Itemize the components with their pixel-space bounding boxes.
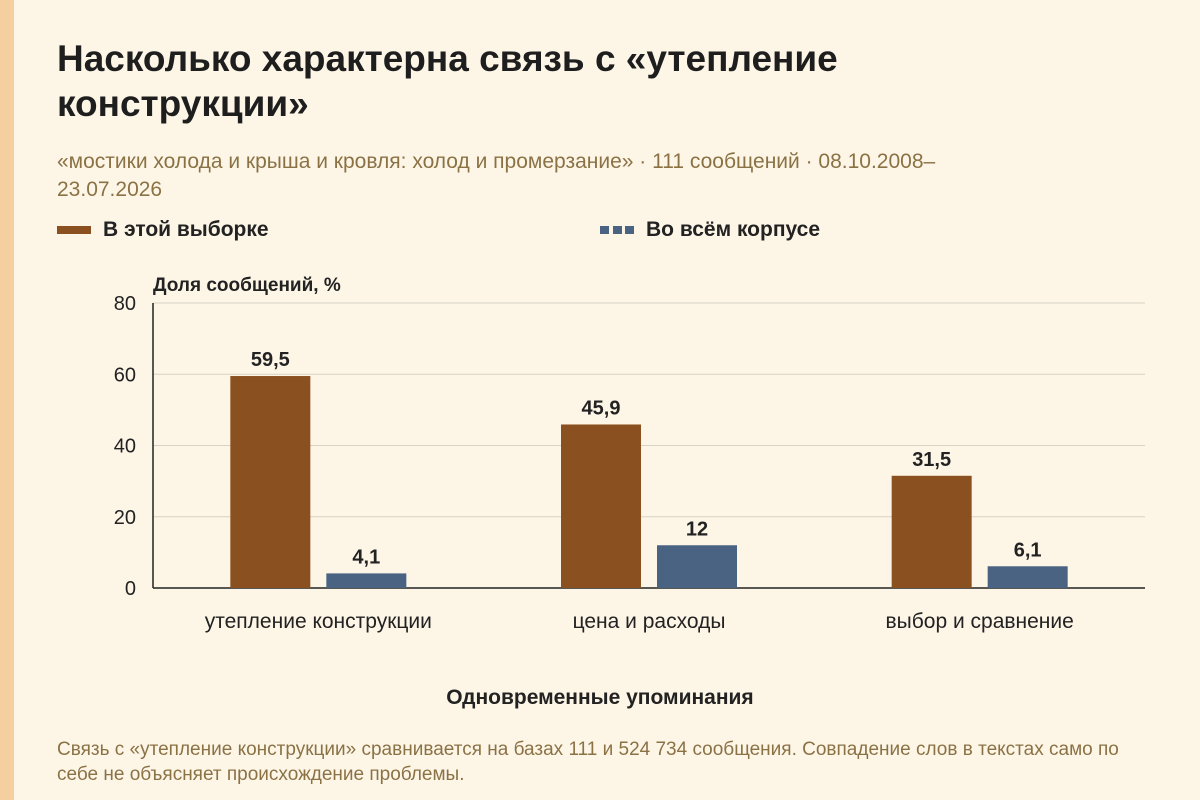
x-tick-label: утепление конструкции: [205, 610, 432, 633]
y-tick-label: 20: [114, 507, 136, 529]
bar: [657, 545, 737, 588]
data-label: 12: [686, 518, 708, 540]
legend-label-sample: В этой выборке: [103, 218, 269, 241]
data-label: 45,9: [582, 397, 621, 419]
y-tick-label: 40: [114, 436, 136, 458]
legend-label-corpus: Во всём корпусе: [646, 218, 821, 241]
y-axis-title: Доля сообщений, %: [153, 275, 341, 296]
x-axis-title: Одновременные упоминания: [446, 686, 754, 709]
chart-title: Насколько характерна связь с «утепление …: [57, 38, 838, 124]
legend-item-corpus: Во всём корпусе: [600, 218, 820, 242]
chart-subtitle: «мостики холода и крыша и кровля: холод …: [57, 150, 936, 201]
legend: В этой выборке Во всём корпусе: [0, 218, 1200, 248]
bar: [987, 566, 1068, 588]
x-tick-label: выбор и сравнение: [885, 610, 1073, 633]
legend-swatch-sample: [57, 226, 91, 234]
bar: [230, 376, 311, 588]
left-accent-bar: [0, 0, 14, 800]
data-label: 6,1: [1014, 539, 1042, 561]
legend-item-sample: В этой выборке: [57, 218, 269, 242]
bar: [561, 424, 641, 588]
footnote: Связь с «утепление конструкции» сравнива…: [57, 739, 1119, 785]
y-tick-label: 60: [114, 364, 136, 386]
x-tick-label: цена и расходы: [573, 610, 726, 633]
y-tick-label: 0: [125, 578, 136, 600]
bar: [891, 475, 972, 588]
data-label: 31,5: [912, 449, 951, 471]
y-tick-label: 80: [114, 293, 136, 315]
data-label: 4,1: [352, 546, 380, 568]
data-label: 59,5: [251, 349, 290, 371]
legend-swatch-corpus: [600, 226, 634, 234]
bar: [326, 573, 407, 588]
